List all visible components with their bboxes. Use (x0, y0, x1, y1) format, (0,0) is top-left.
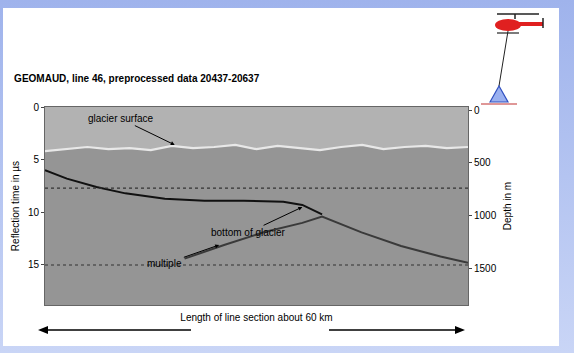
svg-text:1500: 1500 (474, 263, 497, 274)
svg-text:5: 5 (33, 154, 39, 165)
svg-text:Length of line section about 6: Length of line section about 60 km (180, 312, 332, 323)
svg-text:Reflection time in µs: Reflection time in µs (10, 161, 21, 251)
svg-text:0: 0 (474, 105, 480, 116)
svg-text:GEOMAUD, line 46, preprocessed: GEOMAUD, line 46, preprocessed data 2043… (14, 73, 260, 84)
svg-text:0: 0 (33, 102, 39, 113)
svg-text:10: 10 (28, 207, 40, 218)
svg-text:500: 500 (474, 157, 491, 168)
svg-text:1000: 1000 (474, 210, 497, 221)
svg-text:multiple: multiple (147, 258, 182, 269)
svg-text:Depth in m: Depth in m (502, 182, 513, 230)
svg-text:15: 15 (28, 259, 40, 270)
svg-text:bottom of glacier: bottom of glacier (211, 227, 286, 238)
svg-text:glacier surface: glacier surface (88, 113, 153, 124)
